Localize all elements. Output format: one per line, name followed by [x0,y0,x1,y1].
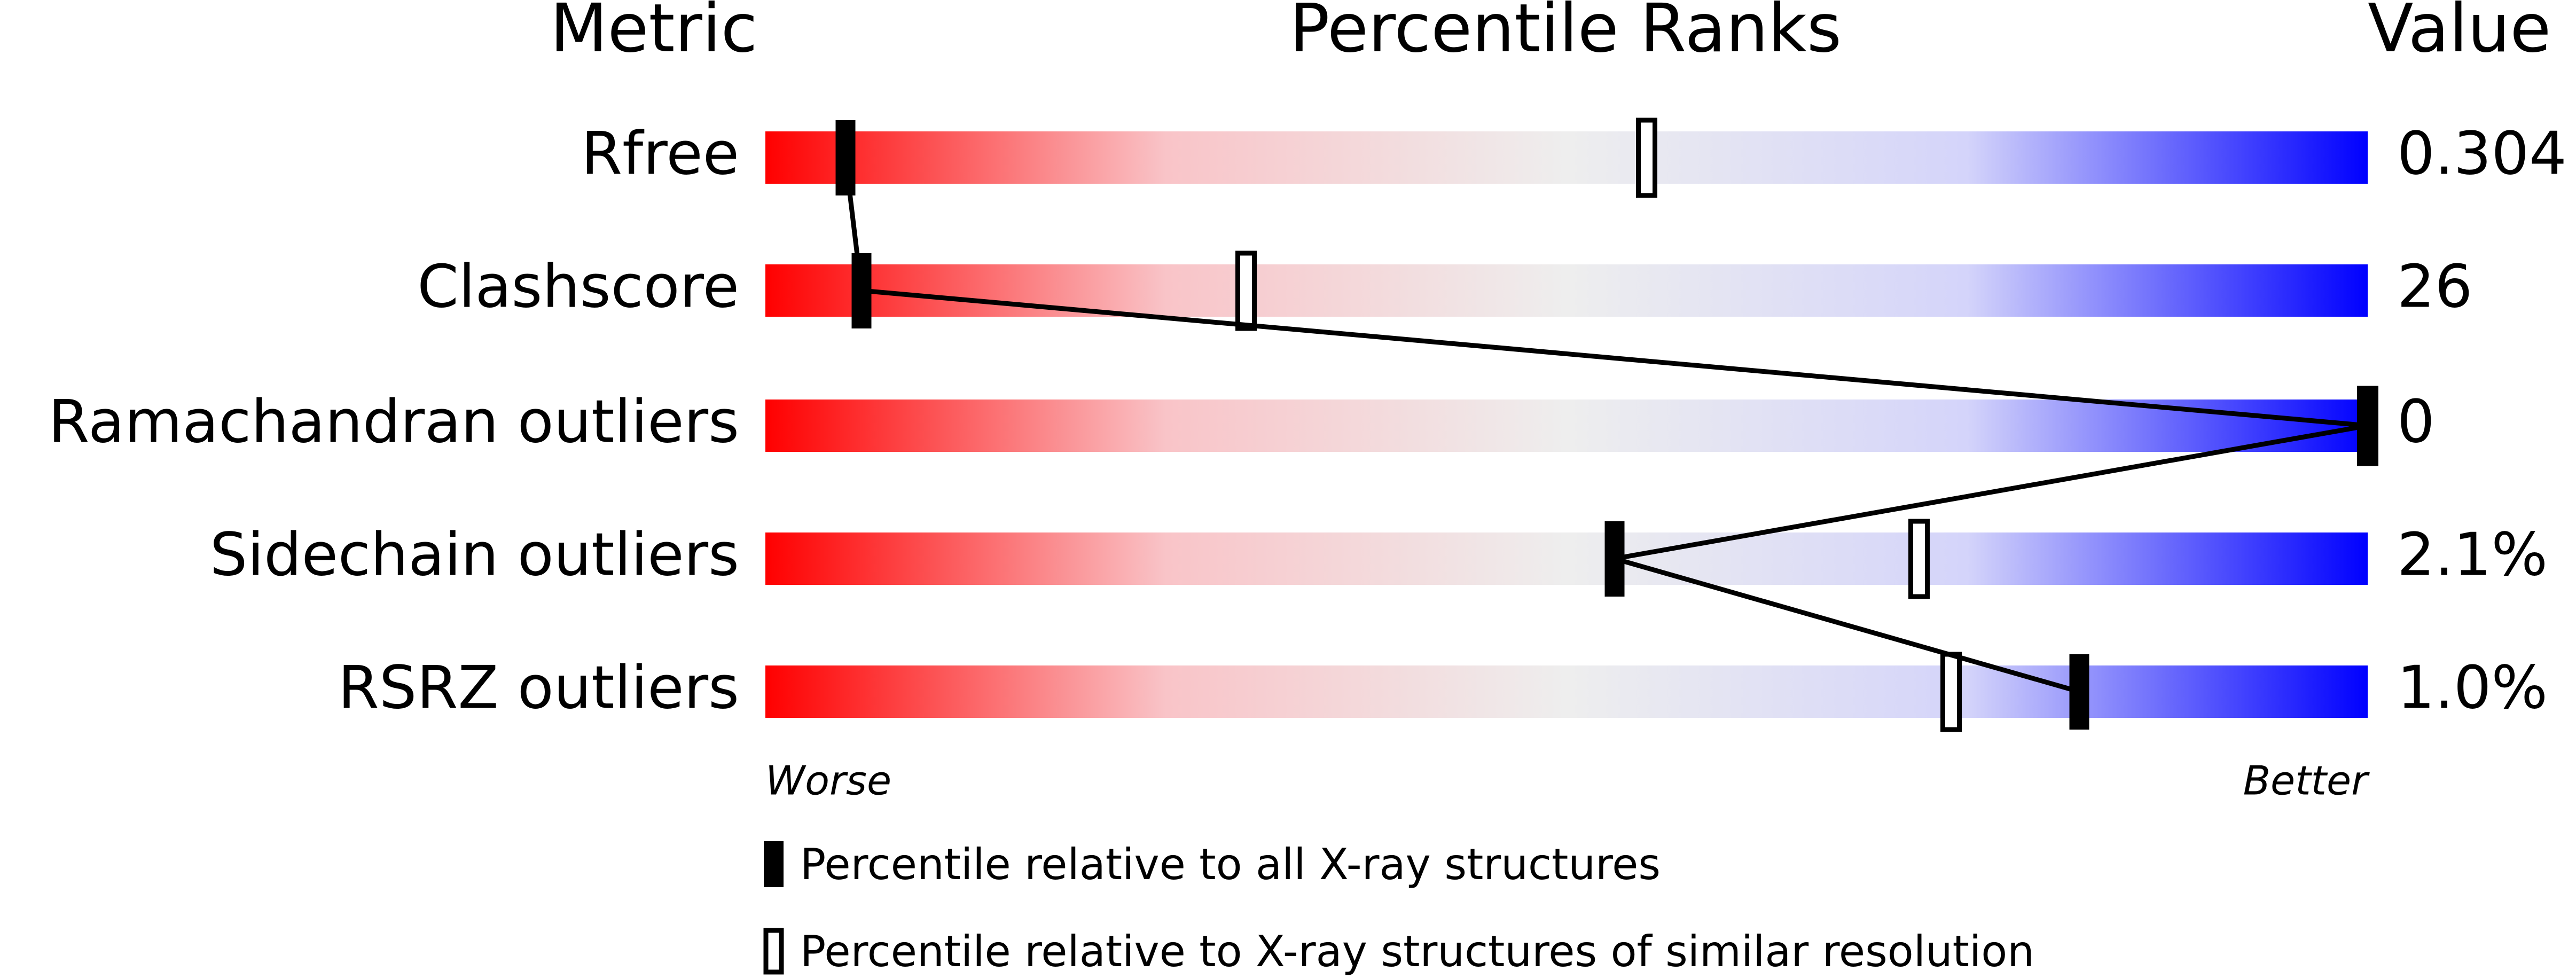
better-label: Better [2243,757,2370,804]
metric-label: Rfree [581,119,739,188]
metric-value: 0.304 [2397,119,2567,188]
rank-marker [1604,521,1625,597]
value-header: Value [2368,0,2551,67]
chart-title: Percentile Ranks [1289,0,1842,67]
metric-label: RSRZ outliers [338,653,739,722]
rank-marker [2358,388,2378,464]
metric-value: 0 [2397,387,2435,456]
percentile-bar [765,131,2368,184]
metric-header: Metric [550,0,758,67]
similar-rank-marker [1940,652,1962,732]
rank-marker [835,120,856,195]
percentile-bar [765,400,2368,452]
percentile-bar [765,264,2368,317]
legend-swatch [763,928,784,975]
legend-label: Percentile relative to X-ray structures … [800,927,2034,976]
rank-marker [2069,654,2089,730]
similar-rank-marker [1235,250,1257,331]
similar-rank-marker [1908,519,1930,599]
percentile-bar [765,532,2368,585]
legend-label: Percentile relative to all X-ray structu… [800,840,1661,889]
worse-label: Worse [765,757,891,804]
metric-value: 26 [2397,252,2472,321]
metric-label: Clashscore [417,252,739,321]
legend-swatch [764,841,784,887]
percentile-bar [765,665,2368,718]
metric-value: 1.0% [2397,653,2548,722]
similar-rank-marker [1636,118,1657,198]
rank-marker [851,253,872,328]
metric-value: 2.1% [2397,520,2548,589]
metric-label: Ramachandran outliers [48,387,739,456]
metric-label: Sidechain outliers [210,520,739,589]
